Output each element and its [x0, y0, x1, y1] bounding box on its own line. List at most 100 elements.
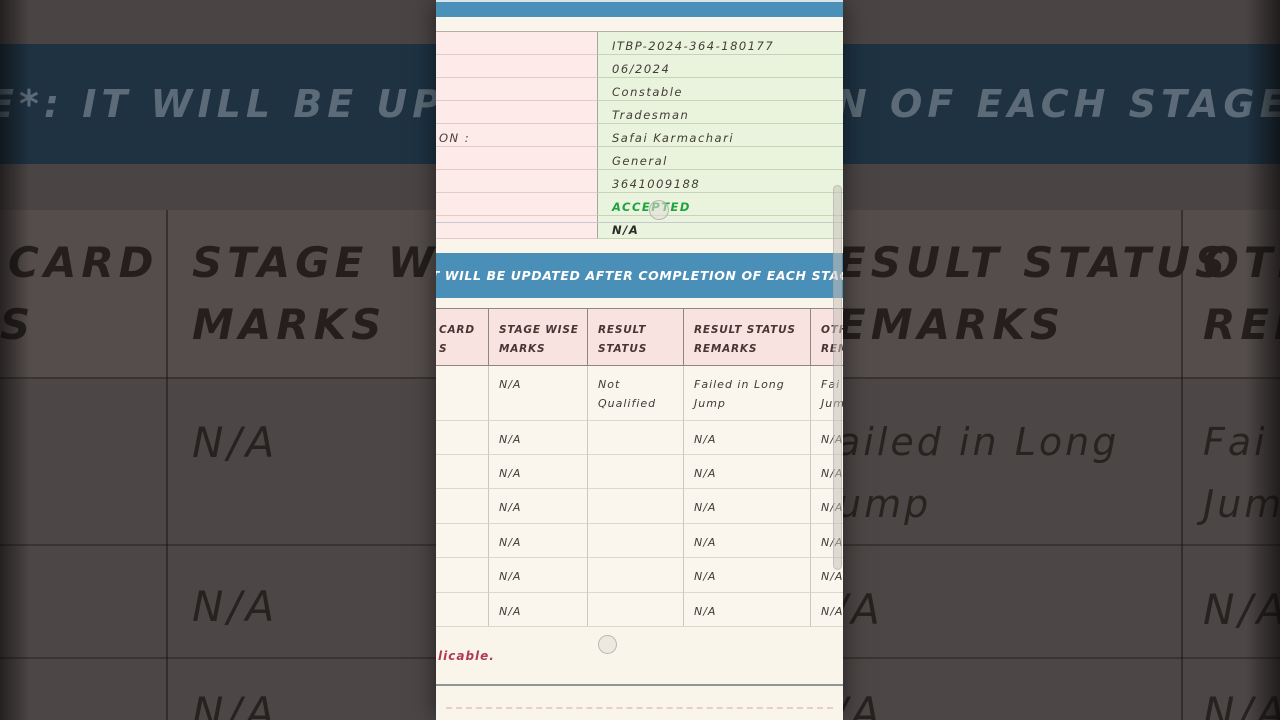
candidate-label-cell [436, 216, 598, 239]
backdrop-banner-band: N OF EACH STAGE.) [843, 44, 1280, 164]
screenshot-strip: ITBP-2024-364-180177 06/2024 Constable T… [436, 0, 843, 720]
candidate-row: General [436, 147, 843, 170]
rank-value: Constable [612, 85, 683, 99]
backdrop-row-line [843, 377, 1280, 379]
cell-stage-marks: N/A [489, 365, 588, 421]
cell-remarks: N/A [684, 455, 811, 490]
backdrop-column-divider [166, 210, 168, 720]
na-value: N/A [612, 223, 640, 237]
cell-admit-card [436, 489, 489, 524]
label-fragment: ON : [439, 131, 471, 145]
backdrop-other-jum: Jum [1203, 482, 1280, 526]
results-row: N/A N/A N/A [436, 420, 843, 456]
backdrop-row-line [843, 657, 1280, 659]
backdrop-header-result-status: ESULT STATUS [843, 238, 1231, 287]
backdrop-header-other: OTH [1203, 238, 1280, 287]
candidate-label-cell [436, 55, 598, 78]
backdrop-value-na: N/A [192, 418, 279, 467]
candidate-value-cell: 06/2024 [598, 55, 843, 78]
cell-stage-marks: N/A [489, 489, 588, 524]
section-divider-line [436, 222, 843, 223]
backdrop-row-line [0, 377, 436, 379]
cell-remarks: N/A [684, 523, 811, 559]
header-admit-card-status: CARD S [436, 309, 489, 365]
cell-result-status [588, 420, 684, 456]
cell-admit-card [436, 523, 489, 559]
candidate-label-cell: ON : [436, 124, 598, 147]
backdrop-row-line [0, 544, 436, 546]
cell-stage-marks: N/A [489, 455, 588, 490]
candidate-value-cell: N/A [598, 216, 843, 239]
registration-id-value: ITBP-2024-364-180177 [612, 39, 775, 53]
candidate-row: Constable [436, 78, 843, 101]
cell-result-status [588, 558, 684, 593]
category-value: General [612, 154, 668, 168]
candidate-row: ITBP-2024-364-180177 [436, 32, 843, 55]
candidate-value-cell: Tradesman [598, 101, 843, 124]
cell-stage-marks: N/A [489, 592, 588, 627]
cell-other-remarks: N/A [811, 558, 843, 593]
candidate-row: 3641009188 [436, 170, 843, 193]
backdrop-value-na: N/A [192, 688, 279, 720]
backdrop-banner-text: N OF EACH STAGE.) [843, 82, 1280, 126]
cell-admit-card [436, 420, 489, 456]
cell-admit-card [436, 558, 489, 593]
backdrop-value-na: N/A [1203, 585, 1280, 634]
cell-admit-card [436, 592, 489, 627]
cell-remarks: N/A [684, 592, 811, 627]
post-value: Tradesman [612, 108, 690, 122]
left-backdrop-panel: E*: IT WILL BE UPDATE CARD S STAGE WISE … [0, 0, 436, 720]
not-applicable-note: licable. [438, 649, 495, 663]
results-row: N/A N/A N/A [436, 592, 843, 627]
results-row: N/A N/A N/A [436, 558, 843, 593]
cell-admit-card [436, 455, 489, 490]
cell-stage-marks: N/A [489, 558, 588, 593]
backdrop-table-header-band [0, 210, 436, 377]
results-row: N/A Not Qualified Failed in Long Jump Fa… [436, 365, 843, 421]
scrollbar-thumb[interactable] [833, 185, 842, 570]
results-row: N/A N/A N/A [436, 523, 843, 559]
backdrop-header-remarks: EMARKS [843, 300, 1066, 349]
candidate-value-cell: Constable [598, 78, 843, 101]
header-fragment: S [439, 343, 448, 355]
cell-remarks: N/A [684, 420, 811, 456]
cell-result-status [588, 523, 684, 559]
cell-stage-marks: N/A [489, 523, 588, 559]
backdrop-header-other-line2: REM [1203, 300, 1280, 349]
cell-other-remarks: N/A [811, 593, 843, 627]
cell-remarks: Failed in Long Jump [684, 365, 811, 421]
cell-result-status: Not Qualified [588, 365, 684, 421]
candidate-value-cell: 3641009188 [598, 170, 843, 193]
cell-admit-card [436, 365, 489, 421]
backdrop-banner-band: E*: IT WILL BE UPDATE [0, 44, 436, 164]
cell-remarks: N/A [684, 558, 811, 593]
stage-update-banner-text: *: IT WILL BE UPDATED AFTER COMPLETION O… [436, 268, 843, 283]
backdrop-banner-text: E*: IT WILL BE UPDATE [0, 82, 436, 126]
touch-indicator [598, 635, 617, 654]
candidate-row: 06/2024 [436, 55, 843, 78]
stage-update-banner: *: IT WILL BE UPDATED AFTER COMPLETION O… [436, 253, 843, 298]
page-top-bar [436, 0, 843, 17]
cell-result-status [588, 455, 684, 490]
candidate-value-cell: ITBP-2024-364-180177 [598, 32, 843, 55]
month-year-value: 06/2024 [612, 62, 671, 76]
candidate-row: N/A [436, 216, 843, 239]
backdrop-table-header-band [843, 210, 1280, 377]
backdrop-remark-jump: ump [843, 482, 932, 526]
candidate-value-cell: General [598, 147, 843, 170]
cell-result-status [588, 489, 684, 524]
footer-divider-line [436, 684, 843, 686]
results-header-row: CARD S STAGE WISE MARKS RESULT STATUS RE… [436, 309, 843, 366]
candidate-value-cell: Safai Karmachari [598, 124, 843, 147]
backdrop-header-card-line2: S [0, 300, 36, 349]
backdrop-value-na: /A [843, 688, 884, 720]
candidate-label-cell [436, 147, 598, 170]
footer-dashed-line [446, 707, 833, 709]
backdrop-remark-failed: ailed in Long [843, 420, 1120, 464]
candidate-row: Tradesman [436, 101, 843, 124]
candidate-details-table: ITBP-2024-364-180177 06/2024 Constable T… [436, 31, 843, 239]
candidate-row: ON : Safai Karmachari [436, 124, 843, 147]
backdrop-value-na: /A [843, 585, 884, 634]
candidate-label-cell [436, 32, 598, 55]
